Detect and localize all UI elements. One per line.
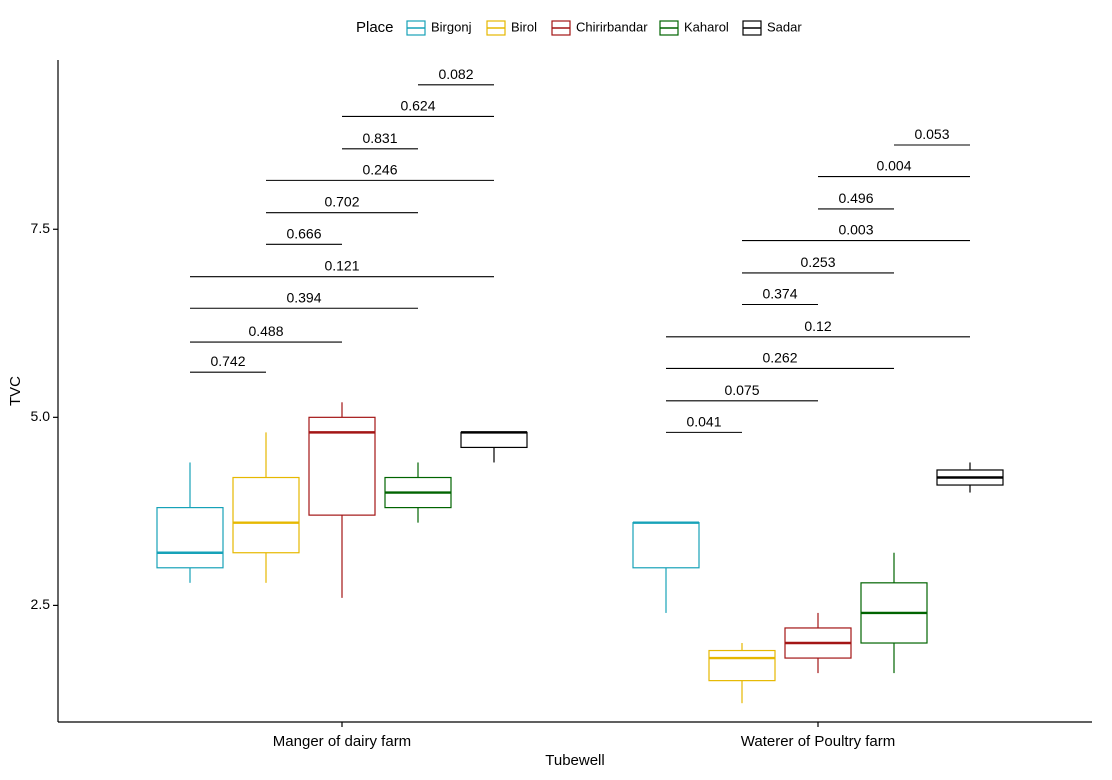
axes: Tubewell TVC 2.5 5.0 7.5 Manger of dairy fa… xyxy=(7,60,1092,769)
legend-label: Sadar xyxy=(767,19,802,34)
box-chirirbandar xyxy=(308,402,376,598)
y-tick-label: 7.5 xyxy=(31,220,51,236)
comparison-label: 0.374 xyxy=(762,285,797,301)
comparison-label: 0.702 xyxy=(324,194,359,210)
comparison: 0.374 xyxy=(742,285,818,306)
comparison: 0.496 xyxy=(818,190,894,210)
comparison: 0.488 xyxy=(190,323,342,343)
comparison: 0.041 xyxy=(666,413,742,433)
x-axis-label: Tubewell xyxy=(545,752,604,769)
legend-entry: Kaharol xyxy=(659,19,729,36)
box-kaharol xyxy=(384,462,452,523)
comparison-label: 0.262 xyxy=(762,349,797,365)
box-birgonj xyxy=(156,462,224,583)
comparison-label: 0.041 xyxy=(686,413,721,429)
comparison: 0.12 xyxy=(666,318,970,338)
y-axis-label: TVC xyxy=(7,376,24,406)
box-body xyxy=(232,476,300,554)
comparison-label: 0.496 xyxy=(838,190,873,206)
box-body xyxy=(632,522,700,569)
comparison-label: 0.003 xyxy=(838,222,873,238)
y-tick-label: 5.0 xyxy=(31,408,51,424)
comparison: 0.742 xyxy=(190,353,266,373)
box-birgonj xyxy=(632,521,700,613)
y-tick-label: 2.5 xyxy=(31,596,51,612)
comparison: 0.075 xyxy=(666,382,818,402)
legend-title: Place xyxy=(356,19,394,36)
comparison: 0.394 xyxy=(190,289,418,309)
comparison-label: 0.488 xyxy=(248,323,283,339)
comparison-label: 0.624 xyxy=(400,97,435,113)
box-birol xyxy=(232,432,300,583)
comparison: 0.246 xyxy=(266,161,494,181)
comparison-label: 0.053 xyxy=(914,126,949,142)
box-chirirbandar xyxy=(784,612,852,674)
comparison: 0.053 xyxy=(894,126,970,146)
legend-entry: Chirirbandar xyxy=(551,19,648,36)
comparison-label: 0.246 xyxy=(362,161,397,177)
legend-entry: Birgonj xyxy=(406,19,472,36)
comparison: 0.666 xyxy=(266,225,342,245)
legend-label: Chirirbandar xyxy=(576,19,648,34)
legend-label: Kaharol xyxy=(684,19,729,34)
comparison-label: 0.12 xyxy=(804,318,831,334)
comparison: 0.082 xyxy=(418,66,494,86)
comparison: 0.121 xyxy=(190,258,494,278)
box-body xyxy=(308,416,376,516)
comparison: 0.262 xyxy=(666,349,894,369)
legend-label: Birgonj xyxy=(431,19,472,34)
legend-entry: Birol xyxy=(486,19,537,36)
comparison-label: 0.121 xyxy=(324,258,359,274)
box-body xyxy=(156,507,224,569)
box-sadar xyxy=(460,431,528,463)
comparison: 0.624 xyxy=(342,97,494,117)
comparison: 0.253 xyxy=(742,254,894,274)
x-tick-label: Waterer of Poultry farm xyxy=(741,733,895,750)
legend: Place Birgonj Birol Chirirbandar Kaharol Sad… xyxy=(356,19,802,36)
comparison-label: 0.004 xyxy=(876,158,911,174)
comparison-label: 0.075 xyxy=(724,382,759,398)
comparison: 0.831 xyxy=(342,130,418,150)
comparison-label: 0.394 xyxy=(286,289,321,305)
comparison: 0.702 xyxy=(266,194,418,214)
box-birol xyxy=(708,643,776,704)
box-sadar xyxy=(936,462,1004,493)
box-kaharol xyxy=(860,552,928,674)
comparison-label: 0.666 xyxy=(286,225,321,241)
comparison-label: 0.742 xyxy=(210,353,245,369)
legend-entry: Sadar xyxy=(742,19,802,36)
box-body xyxy=(708,649,776,682)
comparison-label: 0.253 xyxy=(800,254,835,270)
box-body xyxy=(460,431,528,449)
comparison: 0.004 xyxy=(818,158,970,178)
legend-label: Birol xyxy=(511,19,537,34)
x-tick-label: Manger of dairy farm xyxy=(273,733,411,750)
comparison-label: 0.831 xyxy=(362,130,397,146)
comparison: 0.003 xyxy=(742,222,970,242)
comparison-label: 0.082 xyxy=(438,66,473,82)
